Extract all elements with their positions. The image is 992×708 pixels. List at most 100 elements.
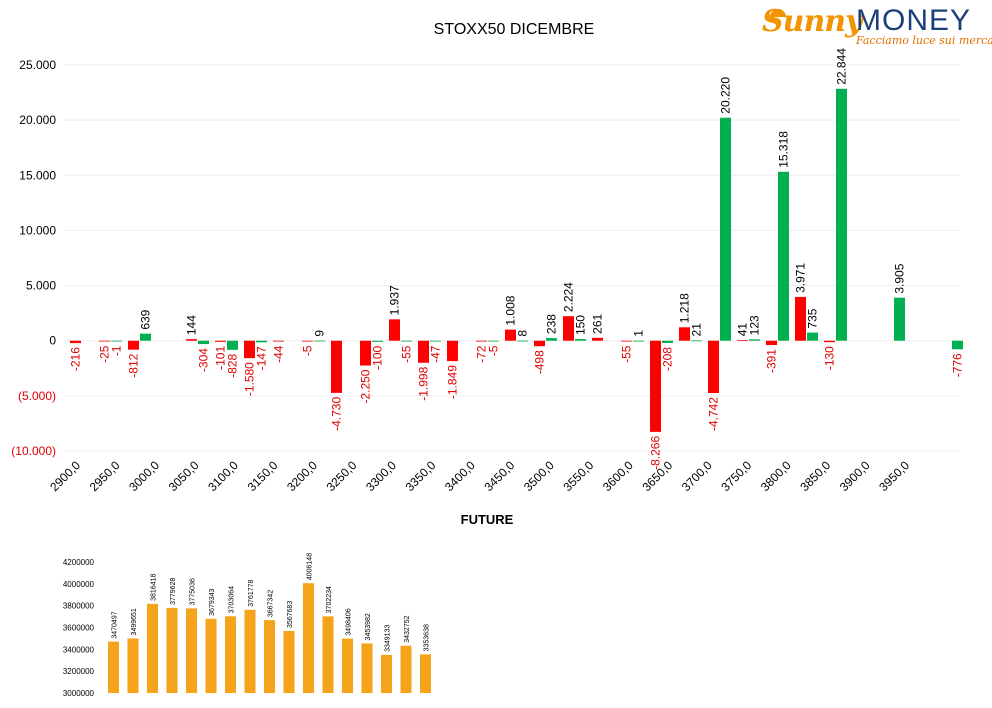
put-bar — [766, 340, 777, 346]
x-tick-label: 3450,0 — [482, 458, 518, 494]
logo-tagline: Facciamo luce sui mercati — [856, 34, 992, 47]
volume-bar — [381, 654, 392, 693]
volume-value-label: 3498406 — [346, 608, 353, 635]
volume-y-axis-tick-labels: 4200000 4000000 3800000 3600000 3400000 32000… — [63, 558, 95, 698]
bar-value-label: -1.849 — [446, 365, 460, 399]
x-tick-label: 3950,0 — [876, 458, 912, 494]
bar-value-label: 41 — [736, 323, 750, 337]
volume-bar — [186, 608, 197, 693]
call-bar — [894, 297, 905, 341]
put-bar — [215, 340, 226, 342]
x-tick-label: 3500,0 — [521, 458, 557, 494]
call-bar — [807, 332, 818, 341]
bar-value-label: -828 — [226, 354, 240, 378]
x-tick-label: 3600,0 — [600, 458, 636, 494]
put-bar — [331, 340, 342, 393]
call-bar — [691, 340, 702, 342]
volume-data-labels-group: 3470497 3499651 3816418 3779628 3775036 36793… — [112, 553, 431, 652]
bar-value-label: -4.730 — [330, 397, 344, 431]
data-labels-group: -1 639 -304 -828 -147 9 -100 -55 -47 -5 8 238 150 1 -2… — [69, 48, 965, 470]
bar-value-label: -812 — [127, 353, 141, 377]
volume-bar — [420, 654, 431, 693]
sunny-money-logo: Sunny MONEY Facciamo luce sui mercati — [762, 4, 992, 50]
call-bar — [111, 340, 122, 342]
volume-value-label: 3779628 — [170, 578, 177, 605]
put-bar — [302, 340, 313, 342]
y-tick-label: 15.000 — [19, 168, 56, 182]
bar-value-label: -100 — [371, 346, 385, 370]
bar-value-label: -25 — [98, 345, 112, 363]
put-bar — [650, 340, 661, 432]
x-tick-label: 3100,0 — [205, 458, 241, 494]
put-bar — [534, 340, 545, 347]
chart-title: STOXX50 DICEMBRE — [434, 21, 595, 38]
volume-value-label: 3567683 — [287, 601, 294, 628]
bar-value-label: 20.220 — [719, 77, 733, 114]
volume-value-label: 3761778 — [248, 579, 255, 606]
put-bar — [795, 296, 806, 341]
bar-value-label: -55 — [620, 345, 634, 363]
call-bar — [198, 340, 209, 345]
bar-value-label: 639 — [139, 309, 153, 329]
bar-value-label: -72 — [475, 345, 489, 363]
y-axis-tick-labels: 25.000 20.000 15.000 10.000 5.000 0 (5.000) (10… — [11, 58, 56, 458]
volume-bar — [361, 643, 373, 693]
call-bar — [314, 340, 325, 342]
volume-value-label: 4006148 — [307, 553, 314, 580]
volume-bar-chart: 4200000 4000000 3800000 3600000 3400000 32000… — [63, 553, 431, 698]
volume-y-tick-label: 3400000 — [63, 645, 95, 654]
x-tick-label: 3000,0 — [126, 458, 162, 494]
put-bar — [389, 319, 400, 341]
volume-value-label: 3775036 — [190, 578, 197, 605]
volume-bar — [108, 641, 119, 693]
bar-value-label: 9 — [313, 330, 327, 337]
bars-group — [70, 88, 963, 432]
volume-value-label: 3453982 — [365, 613, 372, 640]
bar-value-label: -1.998 — [417, 366, 431, 400]
bar-value-label: 123 — [748, 315, 762, 335]
call-bar — [836, 88, 847, 341]
bar-value-label: 2.224 — [562, 282, 576, 312]
bar-value-label: 3.971 — [794, 263, 808, 293]
bar-value-label: -2.250 — [359, 369, 373, 403]
put-bar — [476, 340, 487, 342]
y-tick-label: (5.000) — [18, 389, 56, 403]
call-bar — [227, 340, 238, 350]
x-tick-label: 3400,0 — [442, 458, 478, 494]
bar-value-label: -8.266 — [649, 436, 663, 470]
volume-value-label: 3349133 — [385, 625, 392, 652]
bar-value-label: -55 — [400, 345, 414, 363]
volume-bar — [166, 607, 178, 693]
bar-value-label: 150 — [574, 315, 588, 335]
bar-value-label: -1 — [110, 345, 124, 356]
x-tick-label: 2950,0 — [87, 458, 123, 494]
put-bar — [418, 340, 429, 363]
volume-value-label: 3667342 — [268, 590, 275, 617]
bar-value-label: -130 — [823, 346, 837, 370]
call-bar — [662, 340, 673, 344]
bar-value-label: -147 — [255, 346, 269, 370]
bar-value-label: -101 — [214, 346, 228, 370]
bar-value-label: -498 — [533, 350, 547, 374]
put-bar — [592, 337, 603, 341]
x-tick-label: 3850,0 — [797, 458, 833, 494]
bar-value-label: 1.218 — [678, 293, 692, 323]
bar-value-label: -5 — [487, 345, 501, 356]
call-bar — [401, 340, 412, 342]
call-bar — [749, 339, 760, 341]
volume-y-tick-label: 4000000 — [63, 580, 95, 589]
call-bar — [256, 340, 267, 343]
volume-bar — [225, 616, 236, 693]
call-bar — [517, 340, 528, 342]
bar-value-label: 8 — [516, 330, 530, 337]
y-tick-label: 10.000 — [19, 223, 56, 237]
volume-y-tick-label: 3000000 — [63, 689, 95, 698]
bar-value-label: 261 — [591, 313, 605, 333]
call-bar — [430, 340, 441, 342]
y-tick-label: 5.000 — [26, 279, 56, 293]
put-bar — [99, 340, 110, 342]
bar-value-label: -44 — [272, 345, 286, 363]
bar-value-label: -304 — [197, 348, 211, 372]
x-tick-label: 3150,0 — [245, 458, 281, 494]
logo-brand-script: Sunny — [762, 4, 863, 39]
